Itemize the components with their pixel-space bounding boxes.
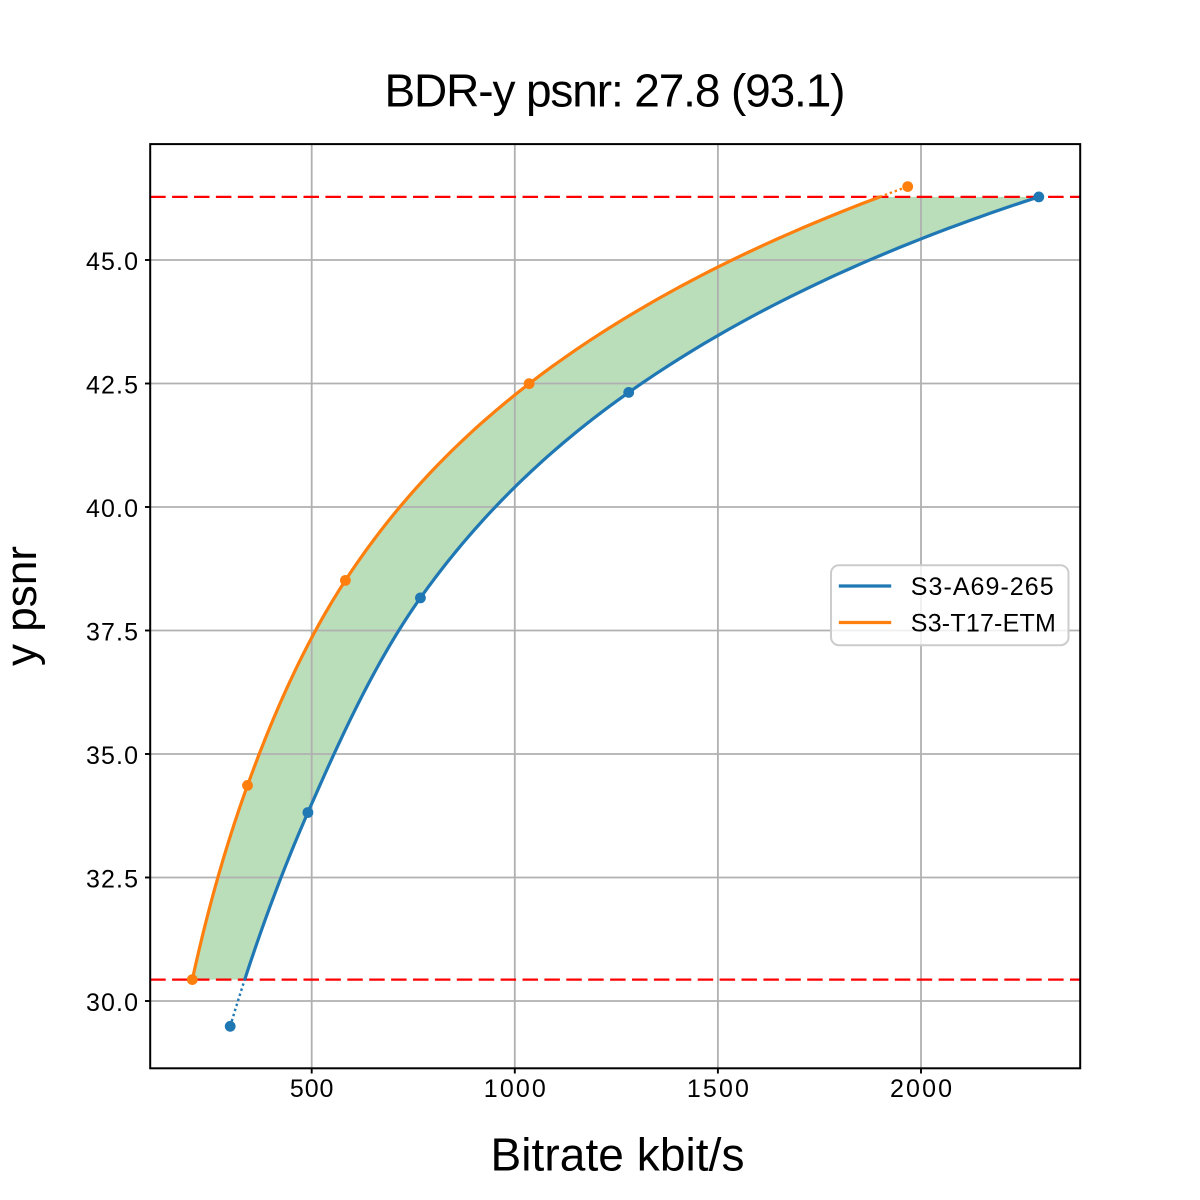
svg-text:Bitrate kbit/s: Bitrate kbit/s xyxy=(491,1129,745,1181)
svg-text:S3-A69-265: S3-A69-265 xyxy=(911,573,1054,601)
svg-text:1000: 1000 xyxy=(484,1075,546,1103)
svg-text:S3-T17-ETM: S3-T17-ETM xyxy=(911,610,1056,638)
svg-text:37.5: 37.5 xyxy=(86,619,138,647)
svg-text:35.0: 35.0 xyxy=(86,742,138,770)
svg-text:2000: 2000 xyxy=(890,1075,952,1103)
svg-text:500: 500 xyxy=(290,1075,334,1103)
svg-text:42.5: 42.5 xyxy=(86,372,138,400)
svg-text:1500: 1500 xyxy=(687,1075,749,1103)
svg-text:BDR-y psnr: 27.8 (93.1): BDR-y psnr: 27.8 (93.1) xyxy=(385,64,846,116)
svg-text:32.5: 32.5 xyxy=(86,866,138,894)
svg-text:45.0: 45.0 xyxy=(86,248,138,276)
svg-text:40.0: 40.0 xyxy=(86,495,138,523)
svg-text:30.0: 30.0 xyxy=(86,989,138,1017)
svg-text:y psnr: y psnr xyxy=(0,546,46,666)
